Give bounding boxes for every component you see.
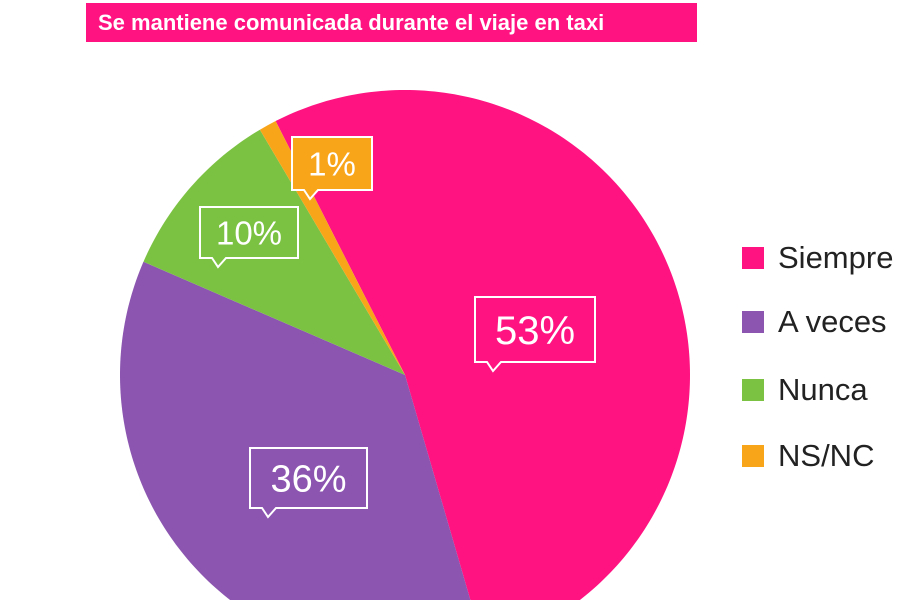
data-label-36pct: 36% bbox=[249, 447, 368, 519]
chart-title: Se mantiene comunicada durante el viaje … bbox=[86, 3, 697, 42]
legend-swatch bbox=[742, 247, 764, 269]
data-label-text: 53% bbox=[495, 309, 575, 353]
data-label-1pct: 1% bbox=[291, 136, 373, 201]
legend-label: Siempre bbox=[778, 240, 894, 275]
data-label-53pct: 53% bbox=[474, 296, 596, 373]
legend-item: NS/NC bbox=[742, 436, 874, 476]
data-label-text: 10% bbox=[216, 214, 282, 251]
pie-slice-a-veces bbox=[120, 261, 471, 600]
legend-label: A veces bbox=[778, 304, 887, 339]
legend-item: A veces bbox=[742, 302, 887, 342]
legend-item: Nunca bbox=[742, 370, 868, 410]
data-label-text: 1% bbox=[308, 145, 356, 182]
legend-label: Nunca bbox=[778, 372, 868, 407]
data-label-10pct: 10% bbox=[199, 206, 299, 269]
legend-item: Siempre bbox=[742, 238, 893, 278]
legend-label: NS/NC bbox=[778, 438, 875, 473]
data-label-text: 36% bbox=[270, 459, 346, 501]
pie-slice-nunca bbox=[143, 129, 405, 375]
legend-swatch bbox=[742, 379, 764, 401]
pie-slice-siempre bbox=[275, 90, 690, 600]
legend-swatch bbox=[742, 311, 764, 333]
legend-swatch bbox=[742, 445, 764, 467]
